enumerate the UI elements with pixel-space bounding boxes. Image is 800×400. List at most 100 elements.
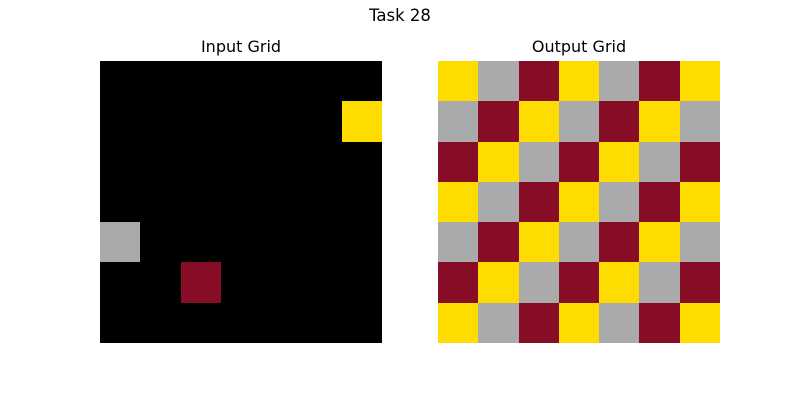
input-cell-r1-c5 <box>301 101 342 142</box>
output-cell-r5-c2 <box>518 262 559 303</box>
input-cell-r3-c6 <box>341 181 382 223</box>
input-cell-r2-c3 <box>220 141 262 182</box>
input-cell-r5-c1 <box>140 262 181 303</box>
input-cell-r0-c1 <box>140 61 181 102</box>
output-cell-r6-c0 <box>438 302 479 343</box>
input-cell-r1-c3 <box>220 101 262 142</box>
input-cell-r0-c3 <box>220 61 262 102</box>
input-cell-r6-c6 <box>341 302 382 343</box>
output-cell-r1-c5 <box>639 101 680 142</box>
output-cell-r6-c6 <box>679 302 720 343</box>
output-cell-r0-c3 <box>558 61 600 102</box>
input-cell-r3-c2 <box>180 181 221 223</box>
output-cell-r4-c0 <box>438 222 479 263</box>
input-cell-r3-c5 <box>301 181 342 223</box>
input-cell-r4-c2 <box>180 222 221 263</box>
input-cell-r6-c4 <box>261 302 302 343</box>
output-cell-r3-c0 <box>438 181 479 223</box>
output-cell-r1-c0 <box>438 101 479 142</box>
output-cell-r4-c2 <box>518 222 559 263</box>
input-cell-r0-c2 <box>180 61 221 102</box>
output-cell-r2-c2 <box>518 141 559 182</box>
input-cell-r5-c0 <box>100 262 141 303</box>
output-cell-r2-c3 <box>558 141 600 182</box>
input-cell-r4-c6 <box>341 222 382 263</box>
output-cell-r3-c2 <box>518 181 559 223</box>
output-cell-r4-c3 <box>558 222 600 263</box>
output-grid-title: Output Grid <box>531 37 627 56</box>
output-cell-r6-c4 <box>599 302 640 343</box>
input-cell-r1-c1 <box>140 101 181 142</box>
output-cell-r2-c0 <box>438 141 479 182</box>
output-cell-r5-c5 <box>639 262 680 303</box>
output-cell-r0-c2 <box>518 61 559 102</box>
output-cell-r2-c6 <box>679 141 720 182</box>
input-cell-r6-c0 <box>100 302 141 343</box>
output-cell-r6-c2 <box>518 302 559 343</box>
input-cell-r3-c3 <box>220 181 262 223</box>
input-cell-r4-c5 <box>301 222 342 263</box>
input-cell-r0-c5 <box>301 61 342 102</box>
input-cell-r5-c3 <box>220 262 262 303</box>
output-cell-r1-c6 <box>679 101 720 142</box>
input-cell-r4-c4 <box>261 222 302 263</box>
output-cell-r6-c1 <box>478 302 519 343</box>
output-cell-r4-c6 <box>679 222 720 263</box>
output-cell-r6-c5 <box>639 302 680 343</box>
input-cell-r5-c4 <box>261 262 302 303</box>
input-cell-r6-c3 <box>220 302 262 343</box>
output-cell-r1-c1 <box>478 101 519 142</box>
output-cell-r5-c3 <box>558 262 600 303</box>
output-cell-r0-c1 <box>478 61 519 102</box>
input-cell-r4-c0 <box>100 222 141 263</box>
input-cell-r0-c0 <box>100 61 141 102</box>
figure-title: Task 28 <box>369 6 431 25</box>
output-cell-r5-c0 <box>438 262 479 303</box>
output-cell-r5-c6 <box>679 262 720 303</box>
output-cell-r1-c2 <box>518 101 559 142</box>
output-cell-r6-c3 <box>558 302 600 343</box>
input-cell-r2-c0 <box>100 141 141 182</box>
input-grid-title: Input Grid <box>200 37 282 56</box>
input-cell-r3-c0 <box>100 181 141 223</box>
output-cell-r3-c6 <box>679 181 720 223</box>
output-cell-r4-c1 <box>478 222 519 263</box>
input-cell-r6-c2 <box>180 302 221 343</box>
output-cell-r3-c3 <box>558 181 600 223</box>
output-cell-r0-c0 <box>438 61 479 102</box>
output-cell-r1-c3 <box>558 101 600 142</box>
input-cell-r1-c2 <box>180 101 221 142</box>
input-cell-r1-c4 <box>261 101 302 142</box>
input-cell-r6-c5 <box>301 302 342 343</box>
input-grid <box>100 61 382 343</box>
output-cell-r4-c4 <box>599 222 640 263</box>
output-grid <box>438 61 720 343</box>
output-cell-r5-c1 <box>478 262 519 303</box>
input-cell-r2-c6 <box>341 141 382 182</box>
input-cell-r5-c5 <box>301 262 342 303</box>
input-cell-r6-c1 <box>140 302 181 343</box>
output-cell-r3-c5 <box>639 181 680 223</box>
input-cell-r1-c6 <box>341 101 382 142</box>
input-cell-r1-c0 <box>100 101 141 142</box>
input-cell-r5-c2 <box>180 262 221 303</box>
output-cell-r3-c1 <box>478 181 519 223</box>
input-cell-r2-c1 <box>140 141 181 182</box>
input-cell-r2-c2 <box>180 141 221 182</box>
output-cell-r2-c1 <box>478 141 519 182</box>
input-cell-r2-c5 <box>301 141 342 182</box>
input-cell-r0-c6 <box>341 61 382 102</box>
output-cell-r1-c4 <box>599 101 640 142</box>
output-cell-r0-c6 <box>679 61 720 102</box>
input-cell-r3-c4 <box>261 181 302 223</box>
input-cell-r0-c4 <box>261 61 302 102</box>
output-cell-r4-c5 <box>639 222 680 263</box>
output-cell-r3-c4 <box>599 181 640 223</box>
output-cell-r5-c4 <box>599 262 640 303</box>
input-cell-r5-c6 <box>341 262 382 303</box>
input-cell-r3-c1 <box>140 181 181 223</box>
output-cell-r2-c4 <box>599 141 640 182</box>
output-cell-r2-c5 <box>639 141 680 182</box>
input-cell-r2-c4 <box>261 141 302 182</box>
output-cell-r0-c5 <box>639 61 680 102</box>
